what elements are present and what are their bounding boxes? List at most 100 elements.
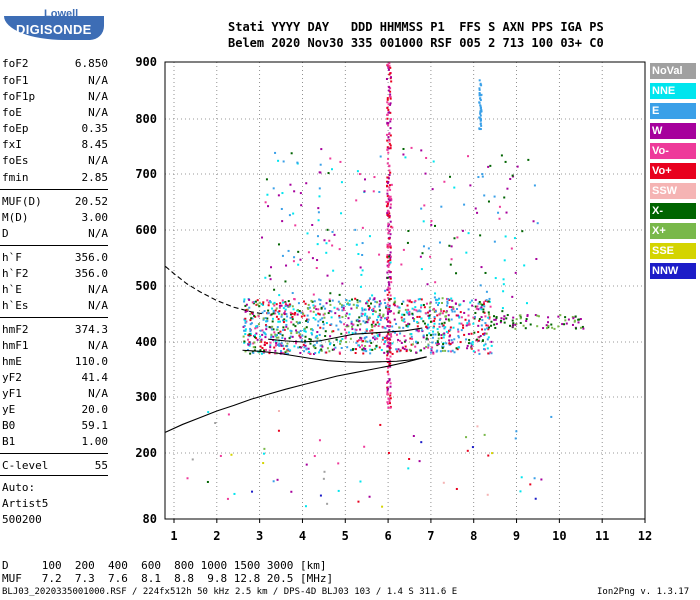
echo-point [493, 318, 496, 321]
echo-point [387, 387, 390, 390]
echo-point [364, 345, 367, 348]
echo-point [442, 343, 445, 346]
echo-point [447, 314, 450, 317]
echo-point [420, 149, 423, 152]
echo-point [286, 304, 289, 307]
echo-point [386, 256, 389, 259]
echo-point [390, 281, 393, 284]
echo-point [476, 425, 479, 428]
echo-point [277, 332, 280, 335]
echo-point [389, 343, 392, 346]
echo-point [258, 305, 261, 308]
echo-point [457, 336, 460, 339]
echo-point [351, 325, 354, 328]
echo-point [374, 310, 377, 313]
echo-point [389, 229, 392, 232]
echo-point [487, 300, 490, 303]
echo-point [340, 321, 343, 324]
echo-point [431, 188, 434, 191]
echo-point [536, 325, 539, 328]
echo-point [255, 337, 258, 340]
echo-point [478, 128, 481, 131]
echo-point [356, 299, 359, 302]
echo-point [322, 305, 325, 308]
echo-point [297, 346, 300, 349]
param-value: 20.52 [74, 195, 108, 208]
echo-point [275, 343, 278, 346]
legend-item-w: W [650, 123, 696, 139]
echo-point [493, 240, 496, 243]
echo-point [388, 253, 391, 256]
echo-point [388, 378, 391, 381]
echo-point [246, 348, 249, 351]
echo-point [386, 202, 389, 205]
echo-point [248, 344, 251, 347]
echo-point [293, 313, 296, 316]
echo-point [306, 320, 309, 323]
echo-point [335, 338, 338, 341]
echo-point [493, 315, 496, 318]
echo-point [425, 302, 428, 305]
echo-point [436, 341, 439, 344]
echo-point [408, 312, 411, 315]
echo-point [484, 328, 487, 331]
echo-point [333, 348, 336, 351]
echo-point [287, 348, 290, 351]
echo-point [355, 306, 358, 309]
echo-point [407, 322, 410, 325]
echo-point [479, 122, 482, 125]
echo-point [345, 325, 348, 328]
echo-point [450, 258, 453, 261]
param-row: yE 20.0 [2, 403, 108, 417]
echo-point [419, 297, 422, 300]
echo-point [487, 311, 490, 314]
echo-point [547, 316, 550, 319]
echo-point [400, 316, 403, 319]
echo-point [420, 317, 423, 320]
echo-point [271, 317, 274, 320]
echo-point [277, 194, 280, 197]
echo-point [279, 330, 282, 333]
echo-point [416, 328, 419, 331]
echo-point [487, 328, 490, 331]
echo-point [479, 104, 482, 107]
echo-point [512, 316, 515, 319]
echo-point [563, 323, 566, 326]
echo-point [484, 322, 487, 325]
echo-point [430, 219, 433, 222]
echo-point [388, 329, 391, 332]
echo-point [469, 342, 472, 345]
echo-point [361, 309, 364, 312]
echo-point [429, 334, 432, 337]
echo-point [295, 329, 298, 332]
echo-point [330, 310, 333, 313]
echo-point [293, 298, 296, 301]
echo-point [420, 329, 423, 332]
param-row: hmE 110.0 [2, 355, 108, 369]
echo-point [244, 321, 247, 324]
echo-point [545, 327, 548, 330]
echo-point [406, 304, 409, 307]
echo-point [389, 406, 392, 409]
y-tick-label: 600 [135, 223, 157, 237]
param-value: N/A [88, 283, 108, 296]
echo-point [479, 114, 482, 117]
echo-point [386, 106, 389, 109]
echo-point [358, 319, 361, 322]
echo-point [402, 300, 405, 303]
echo-point [478, 87, 481, 90]
echo-point [477, 324, 480, 327]
echo-point [262, 303, 265, 306]
echo-point [348, 313, 351, 316]
echo-point [386, 213, 389, 216]
echo-point [411, 312, 414, 315]
echo-point [299, 192, 302, 195]
echo-point [432, 160, 435, 163]
echo-point [386, 180, 389, 183]
echo-point [388, 349, 391, 352]
echo-point [256, 325, 259, 328]
echo-point [293, 256, 296, 259]
echo-point [245, 320, 248, 323]
echo-point [386, 337, 389, 340]
echo-point [534, 497, 537, 500]
